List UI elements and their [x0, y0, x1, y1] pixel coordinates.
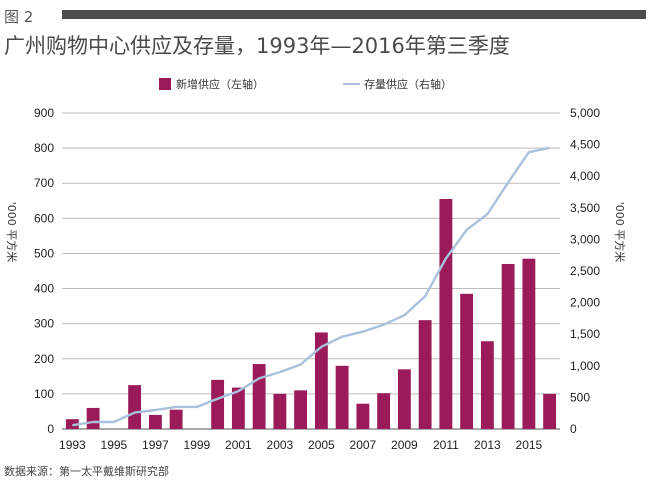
legend: 新增供应（左轴） 存量供应（右轴） — [159, 77, 452, 91]
stock-line — [72, 146, 550, 427]
chart-title: 广州购物中心供应及存量，1993年—2016年第三季度 — [4, 34, 510, 58]
supply-bar — [211, 379, 225, 429]
supply-bar — [439, 199, 453, 429]
y-right-tick-label: 1,000 — [570, 359, 600, 373]
supply-bar — [377, 393, 391, 429]
y-left-tick-label: 700 — [34, 176, 54, 190]
y-left-tick-label: 600 — [34, 211, 54, 225]
y-left-tick-label: 800 — [34, 141, 54, 155]
x-tick-label: 2005 — [308, 438, 335, 452]
y-right-tick-label: 3,000 — [570, 232, 600, 246]
supply-bar — [522, 258, 536, 429]
y-left-tick-label: 100 — [34, 387, 54, 401]
x-tick-label: 2011 — [433, 438, 459, 452]
x-tick-label: 2009 — [391, 438, 418, 452]
supply-bar — [397, 369, 411, 429]
supply-bar — [543, 393, 557, 429]
supply-bar — [418, 320, 432, 429]
supply-bar — [86, 407, 100, 429]
supply-bar — [148, 414, 162, 429]
x-tick-label: 1993 — [59, 438, 86, 452]
y-right-tick-label: 3,500 — [570, 201, 600, 215]
y-axis-right-label: '000 平方米 — [613, 202, 627, 263]
supply-bar — [294, 390, 308, 429]
y-left-tick-label: 200 — [34, 352, 54, 366]
legend-bar-label: 新增供应（左轴） — [176, 77, 264, 91]
supply-bar — [356, 403, 370, 429]
y-left-tick-label: 0 — [47, 422, 54, 436]
x-tick-label: 1999 — [184, 438, 211, 452]
supply-bar — [501, 263, 515, 429]
y-left-tick-label: 300 — [34, 317, 54, 331]
y-right-tick-label: 2,000 — [570, 296, 600, 310]
x-tick-label: 1997 — [142, 438, 169, 452]
y-axis-left-label: '000 平方米 — [5, 202, 19, 263]
supply-bar — [169, 409, 183, 429]
x-tick-label: 1995 — [101, 438, 128, 452]
source-note: 数据来源：第一太平戴维斯研究部 — [4, 465, 169, 478]
supply-bar — [335, 365, 349, 429]
supply-bar — [252, 364, 266, 429]
legend-bar-swatch — [159, 78, 171, 90]
x-tick-label: 2015 — [516, 438, 543, 452]
y-right-tick-label: 4,500 — [570, 138, 600, 152]
supply-bar — [273, 393, 287, 429]
supply-bar — [460, 293, 474, 429]
supply-bars — [65, 199, 557, 429]
supply-bar — [128, 385, 142, 429]
title-rule — [62, 10, 646, 19]
gridlines — [62, 112, 560, 430]
axis-ticks: 0 100 200 300 400 500 600 700 800 900 0 500 1,000 1,5… — [34, 106, 600, 452]
x-tick-label: 2001 — [225, 438, 252, 452]
x-tick-label: 2007 — [350, 438, 377, 452]
y-right-tick-label: 5,000 — [570, 106, 600, 120]
supply-bar — [314, 332, 328, 429]
y-left-tick-label: 900 — [34, 106, 54, 120]
y-left-tick-label: 400 — [34, 282, 54, 296]
supply-bar — [231, 387, 245, 429]
y-right-tick-label: 2,500 — [570, 264, 600, 278]
y-right-tick-label: 4,000 — [570, 169, 600, 183]
stock-line-group — [72, 146, 550, 427]
y-left-tick-label: 500 — [34, 246, 54, 260]
legend-line-label: 存量供应（右轴） — [364, 77, 452, 91]
y-right-tick-label: 0 — [570, 422, 577, 436]
x-tick-label: 2013 — [474, 438, 501, 452]
figure-label: 图 2 — [4, 8, 34, 26]
y-right-tick-label: 1,500 — [570, 327, 600, 341]
supply-bar — [480, 341, 494, 429]
y-right-tick-label: 500 — [570, 390, 590, 404]
x-tick-label: 2003 — [267, 438, 294, 452]
